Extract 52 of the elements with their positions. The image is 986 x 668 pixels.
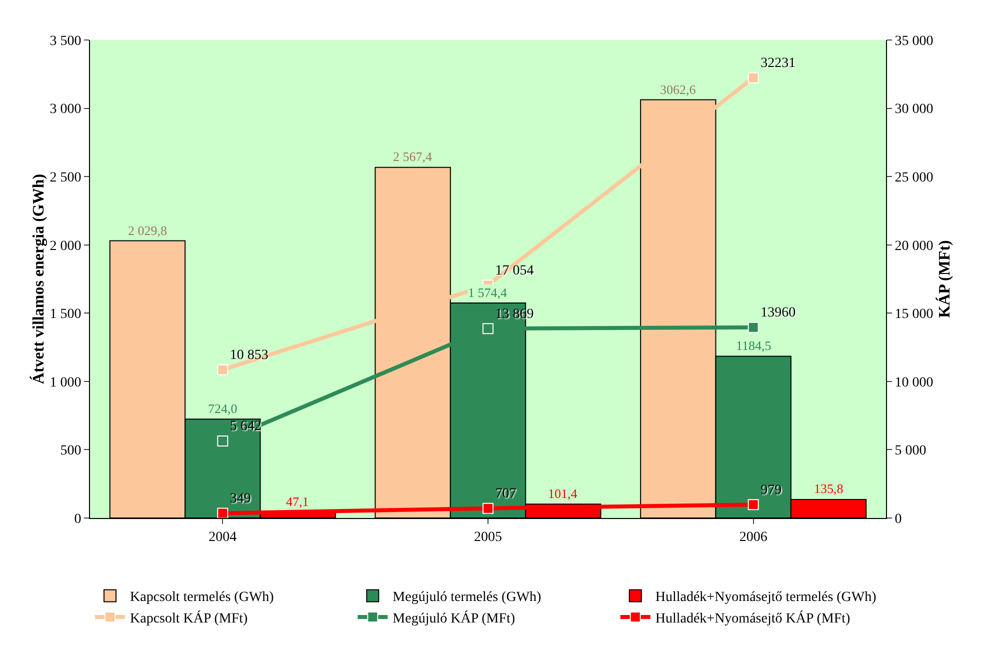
y2-tick-label: 30 000 [894,102,934,118]
data-label: 32231 [760,56,796,72]
point [217,435,228,446]
data-label: 349 [230,491,251,506]
data-label: 3062,6 [660,82,696,97]
legend-label: Megújuló termelés (GWh) [392,590,542,606]
y2-tick-label: 15 000 [894,307,934,322]
point [217,364,228,376]
data-label: 979 [760,482,782,498]
point [748,499,759,510]
point [482,502,494,514]
y2-tick-label: 0 [894,512,902,527]
y-tick-label: 1 500 [50,307,82,322]
y-tick-label: 3 500 [50,34,82,49]
y2-tick-label: 35 000 [894,34,934,49]
data-label: 101,4 [548,486,578,501]
point [482,323,494,334]
data-label: 707 [495,486,516,502]
y-tick-label: 1 000 [50,375,82,390]
y2-tick-label: 20 000 [894,238,934,254]
point [748,72,759,84]
data-label: 10 853 [230,348,268,364]
legend-label: Hulladék+Nyomásejtő KÁP (MFt) [655,609,850,626]
data-label: 2 029,8 [128,223,167,238]
y-tick-label: 0 [74,512,82,527]
legend-label: Megújuló KÁP (MFt) [392,609,516,626]
data-label: 1184,5 [736,338,772,353]
data-label: 13960 [760,306,796,321]
data-label: 135,8 [814,481,844,496]
point [748,322,759,333]
y-axis-title: Átvett villamos energia (GWh) [30,174,48,384]
x-tick-label: 2004 [208,530,237,545]
y2-tick-label: 25 000 [894,170,934,186]
point [217,508,228,519]
data-label: 2 567,4 [393,149,432,164]
y2-tick-label: 10 000 [894,375,934,390]
y2-tick-label: 5 000 [894,444,926,459]
x-tick-label: 2005 [474,530,502,545]
legend-label: Kapcsolt KÁP (MFt) [130,609,248,626]
y-tick-label: 3 000 [50,102,82,118]
data-label: 724,0 [208,401,238,416]
legend-label: Hulladék+Nyomásejtő termelés (GWh) [655,590,877,606]
y2-axis-title: KÁP (MFt) [935,240,954,318]
legend-label: Kapcsolt termelés (GWh) [130,590,274,606]
data-label: 5 642 [230,419,262,434]
y-tick-label: 2 500 [50,170,82,186]
data-label: 47,1 [286,494,309,509]
x-tick-label: 2006 [739,530,768,545]
data-label: 17 054 [495,263,534,278]
y-tick-label: 500 [60,444,82,459]
y-tick-label: 2 000 [50,238,82,254]
data-label: 1 574,4 [468,285,508,300]
